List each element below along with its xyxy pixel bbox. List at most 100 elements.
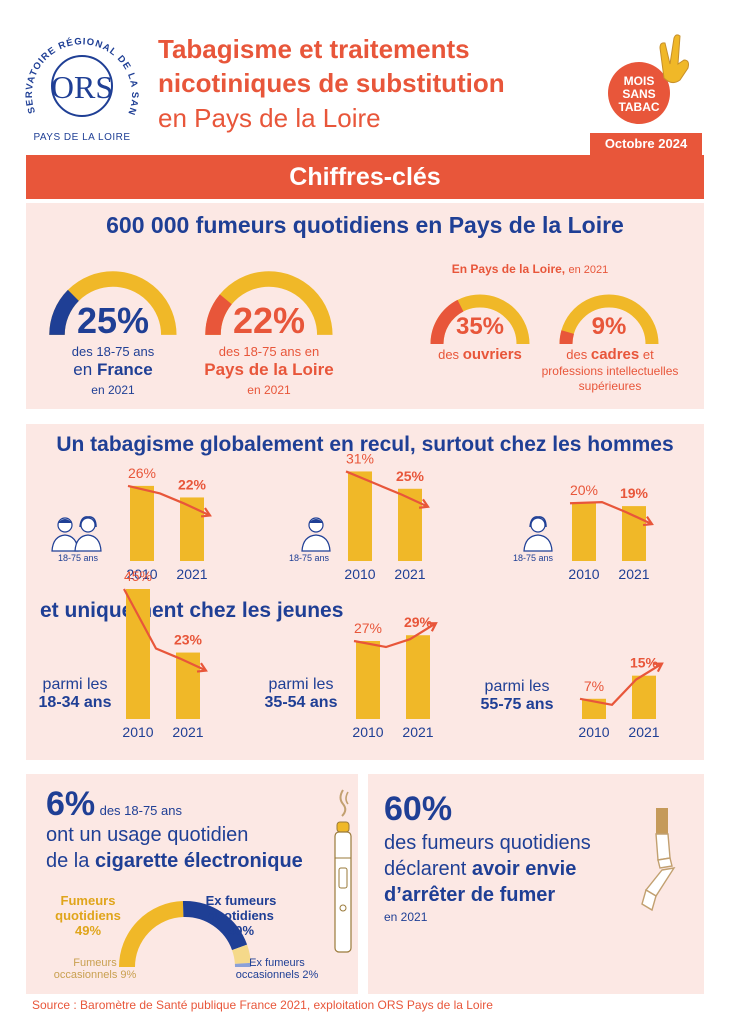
- ecig-headline: 6% des 18-75 ans: [46, 785, 182, 824]
- man-icon: [301, 517, 331, 552]
- seg-occasional-smokers: Fumeurs occasionnels 9%: [40, 957, 150, 981]
- ecig-pct-rest: des 18-75 ans: [99, 803, 182, 818]
- france-line1: des 18-75 ans: [71, 344, 155, 359]
- age-1834-value-label-2021: 23%: [174, 632, 203, 648]
- region-line1: des 18-75 ans en: [218, 344, 320, 359]
- smokers-headline: 600 000 fumeurs quotidiens en Pays de la…: [106, 212, 624, 238]
- france-gauge: [49, 271, 177, 336]
- age-5575-year-label-2010: 2010: [578, 724, 609, 740]
- age-1834-year-label-2021: 2021: [172, 724, 203, 740]
- mois-sans-tabac-logo: MOIS SANS TABAC: [608, 34, 689, 124]
- cadres-label-pre: des: [566, 347, 588, 362]
- seg-occasional-ex-l2: occasionnels 2%: [235, 969, 319, 981]
- men-value-label-2010: 31%: [346, 450, 374, 466]
- quit-line4: en 2021: [384, 910, 428, 924]
- women-bar-2021: [622, 506, 646, 561]
- france-line2: en France: [48, 360, 178, 380]
- seg-occasional-ex-l1: Ex fumeurs: [249, 957, 305, 969]
- quit-line2-strong: avoir envie: [471, 858, 577, 880]
- all-bar-2010: [130, 485, 154, 561]
- ecig-segment-2: [231, 944, 251, 965]
- csp-title-strong: En Pays de la Loire,: [451, 262, 566, 276]
- region-line2: Pays de la Loire: [204, 360, 334, 379]
- e-cigarette-icon: [334, 789, 352, 953]
- women-trend-arrow: [642, 516, 654, 527]
- age-3554-bar-2021: [406, 635, 430, 719]
- date-badge: Octobre 2024: [590, 133, 702, 155]
- all-year-label-2010: 2010: [126, 566, 157, 582]
- seg-daily-smokers-l2: quotidiens: [55, 908, 121, 923]
- women-year-label-2021: 2021: [618, 566, 649, 582]
- title-subtitle: en Pays de la Loire: [158, 103, 381, 133]
- age-3554-bar-2010: [356, 641, 380, 719]
- age-5575-year-label-2021: 2021: [628, 724, 659, 740]
- region-line3: en 2021: [247, 383, 291, 397]
- quit-pct: 60%: [384, 790, 453, 828]
- region-gauge-fill: [205, 294, 233, 336]
- campaign-line-3: TABAC: [618, 100, 660, 114]
- age-group-5575-strong: 55-75 ans: [480, 696, 554, 713]
- age-3554-value-label-2021: 29%: [404, 614, 433, 630]
- seg-daily-ex-l1: Ex fumeurs: [205, 893, 277, 908]
- cadres-pct: 9%: [591, 313, 627, 340]
- ecig-line3-strong: cigarette électronique: [94, 850, 303, 872]
- france-line3: en 2021: [91, 383, 135, 397]
- seg-daily-ex-pct: 40%: [227, 923, 255, 938]
- men-bar-2021: [398, 488, 422, 561]
- trend-headline: Un tabagisme globalement en recul, surto…: [56, 433, 674, 456]
- title-line-2: nicotiniques de substitution: [158, 68, 505, 98]
- seg-daily-smokers: Fumeurs quotidiens 49%: [48, 893, 128, 938]
- age-label-all: 18-75 ans: [58, 553, 99, 563]
- age-5575-bar-2021: [632, 675, 656, 719]
- ecig-segment-1: [182, 901, 248, 951]
- all-trend-line: [127, 484, 211, 517]
- age-group-1834: parmi les 18-34 ans: [30, 676, 120, 712]
- ecig-line3-pre: de la: [46, 850, 90, 872]
- age-label-men: 18-75 ans: [289, 553, 330, 563]
- logo-mark: ORS: [51, 69, 113, 105]
- age-group-3554: parmi les 35-54 ans: [256, 676, 346, 712]
- men-trend-arrow: [418, 498, 430, 509]
- seg-occasional-smokers-l2: occasionnels 9%: [53, 969, 137, 981]
- women-value-label-2021: 19%: [620, 485, 649, 501]
- seg-daily-smokers-pct: 49%: [74, 923, 102, 938]
- cadres-label-post: et: [642, 347, 654, 362]
- campaign-line-2: SANS: [622, 87, 656, 101]
- age-group-1834-pre: parmi les: [42, 676, 108, 693]
- age-5575-value-label-2010: 7%: [584, 678, 604, 694]
- women-year-label-2010: 2010: [568, 566, 599, 582]
- ors-logo: OBSERVATOIRE RÉGIONAL DE LA SANTÉ ORS PA…: [14, 14, 146, 150]
- ecig-line3: de la cigarette électronique: [46, 850, 303, 873]
- age-5575-trend-line: [579, 662, 663, 706]
- trend-chart: 26% 2010 22% 2021 31% 2010 25% 2021 20% 2010 19% 20…: [122, 450, 664, 740]
- cadres-gauge-track: [559, 294, 659, 345]
- age-3554-trend-arrow: [426, 622, 438, 632]
- age-3554-year-label-2021: 2021: [402, 724, 433, 740]
- seg-daily-smokers-l1: Fumeurs: [60, 893, 116, 908]
- campaign-line-1: MOIS: [623, 74, 655, 88]
- age-3554-value-label-2010: 27%: [354, 620, 382, 636]
- all-trend-arrow: [200, 507, 212, 518]
- men-year-label-2021: 2021: [394, 566, 425, 582]
- age-3554-year-label-2010: 2010: [352, 724, 383, 740]
- age-1834-trend-line: [123, 588, 207, 672]
- age-5575-value-label-2021: 15%: [630, 655, 659, 671]
- age-5575-bar-2010: [582, 698, 606, 719]
- france-gauge-fill: [49, 289, 80, 336]
- age-1834-bar-2010: [126, 589, 150, 719]
- age-1834-bar-2021: [176, 652, 200, 719]
- all-value-label-2021: 22%: [178, 476, 207, 492]
- region-pct: 22%: [232, 300, 306, 341]
- ouvriers-gauge-fill: [430, 299, 464, 345]
- region-gauge: [205, 271, 333, 336]
- ecig-panel: [26, 774, 358, 994]
- logo-region: PAYS DE LA LOIRE: [33, 132, 131, 143]
- seg-occasional-ex: Ex fumeurs occasionnels 2%: [222, 957, 332, 981]
- france-line2-strong: France: [96, 360, 153, 379]
- ouvriers-label-pre: des: [438, 347, 460, 362]
- france-line2-pre: en: [73, 360, 93, 379]
- ouvriers-gauge: [430, 294, 530, 345]
- age-label-women: 18-75 ans: [513, 553, 554, 563]
- men-bar-2010: [348, 471, 372, 561]
- csp-title: En Pays de la Loire, en 2021: [420, 262, 640, 276]
